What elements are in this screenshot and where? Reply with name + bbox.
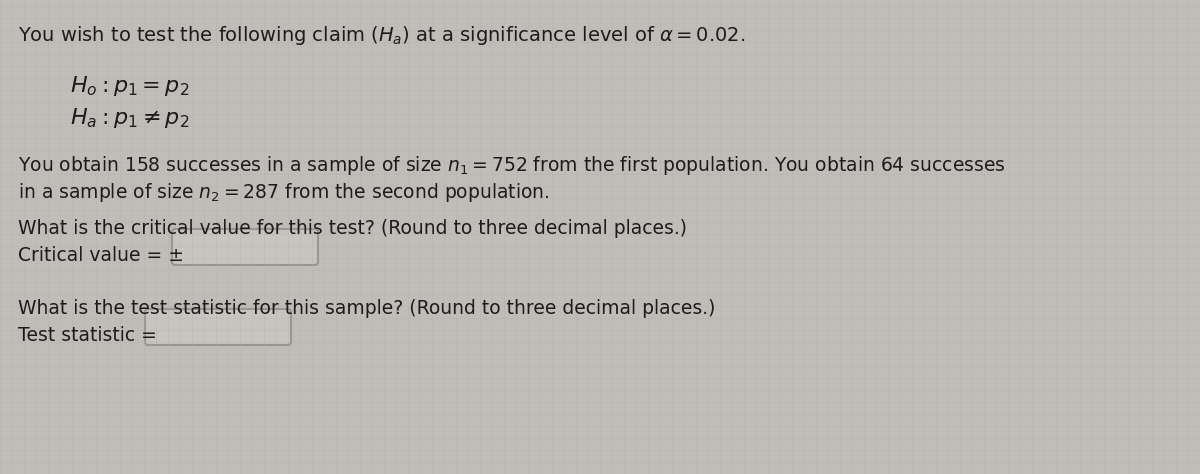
Text: What is the critical value for this test? (Round to three decimal places.): What is the critical value for this test… [18,219,686,238]
Text: What is the test statistic for this sample? (Round to three decimal places.): What is the test statistic for this samp… [18,299,715,318]
Text: $H_a : p_1 \neq p_2$: $H_a : p_1 \neq p_2$ [70,106,190,130]
Text: in a sample of size $n_2 = 287$ from the second population.: in a sample of size $n_2 = 287$ from the… [18,181,550,204]
Text: You obtain 158 successes in a sample of size $n_1 = 752$ from the first populati: You obtain 158 successes in a sample of … [18,154,1006,177]
Text: $H_o : p_1 = p_2$: $H_o : p_1 = p_2$ [70,74,190,98]
FancyBboxPatch shape [172,229,318,265]
Text: Critical value = ±: Critical value = ± [18,246,184,265]
FancyBboxPatch shape [145,309,292,345]
Text: Test statistic =: Test statistic = [18,326,157,345]
Text: You wish to test the following claim ($\mathit{H_a}$) at a significance level of: You wish to test the following claim ($\… [18,24,745,47]
